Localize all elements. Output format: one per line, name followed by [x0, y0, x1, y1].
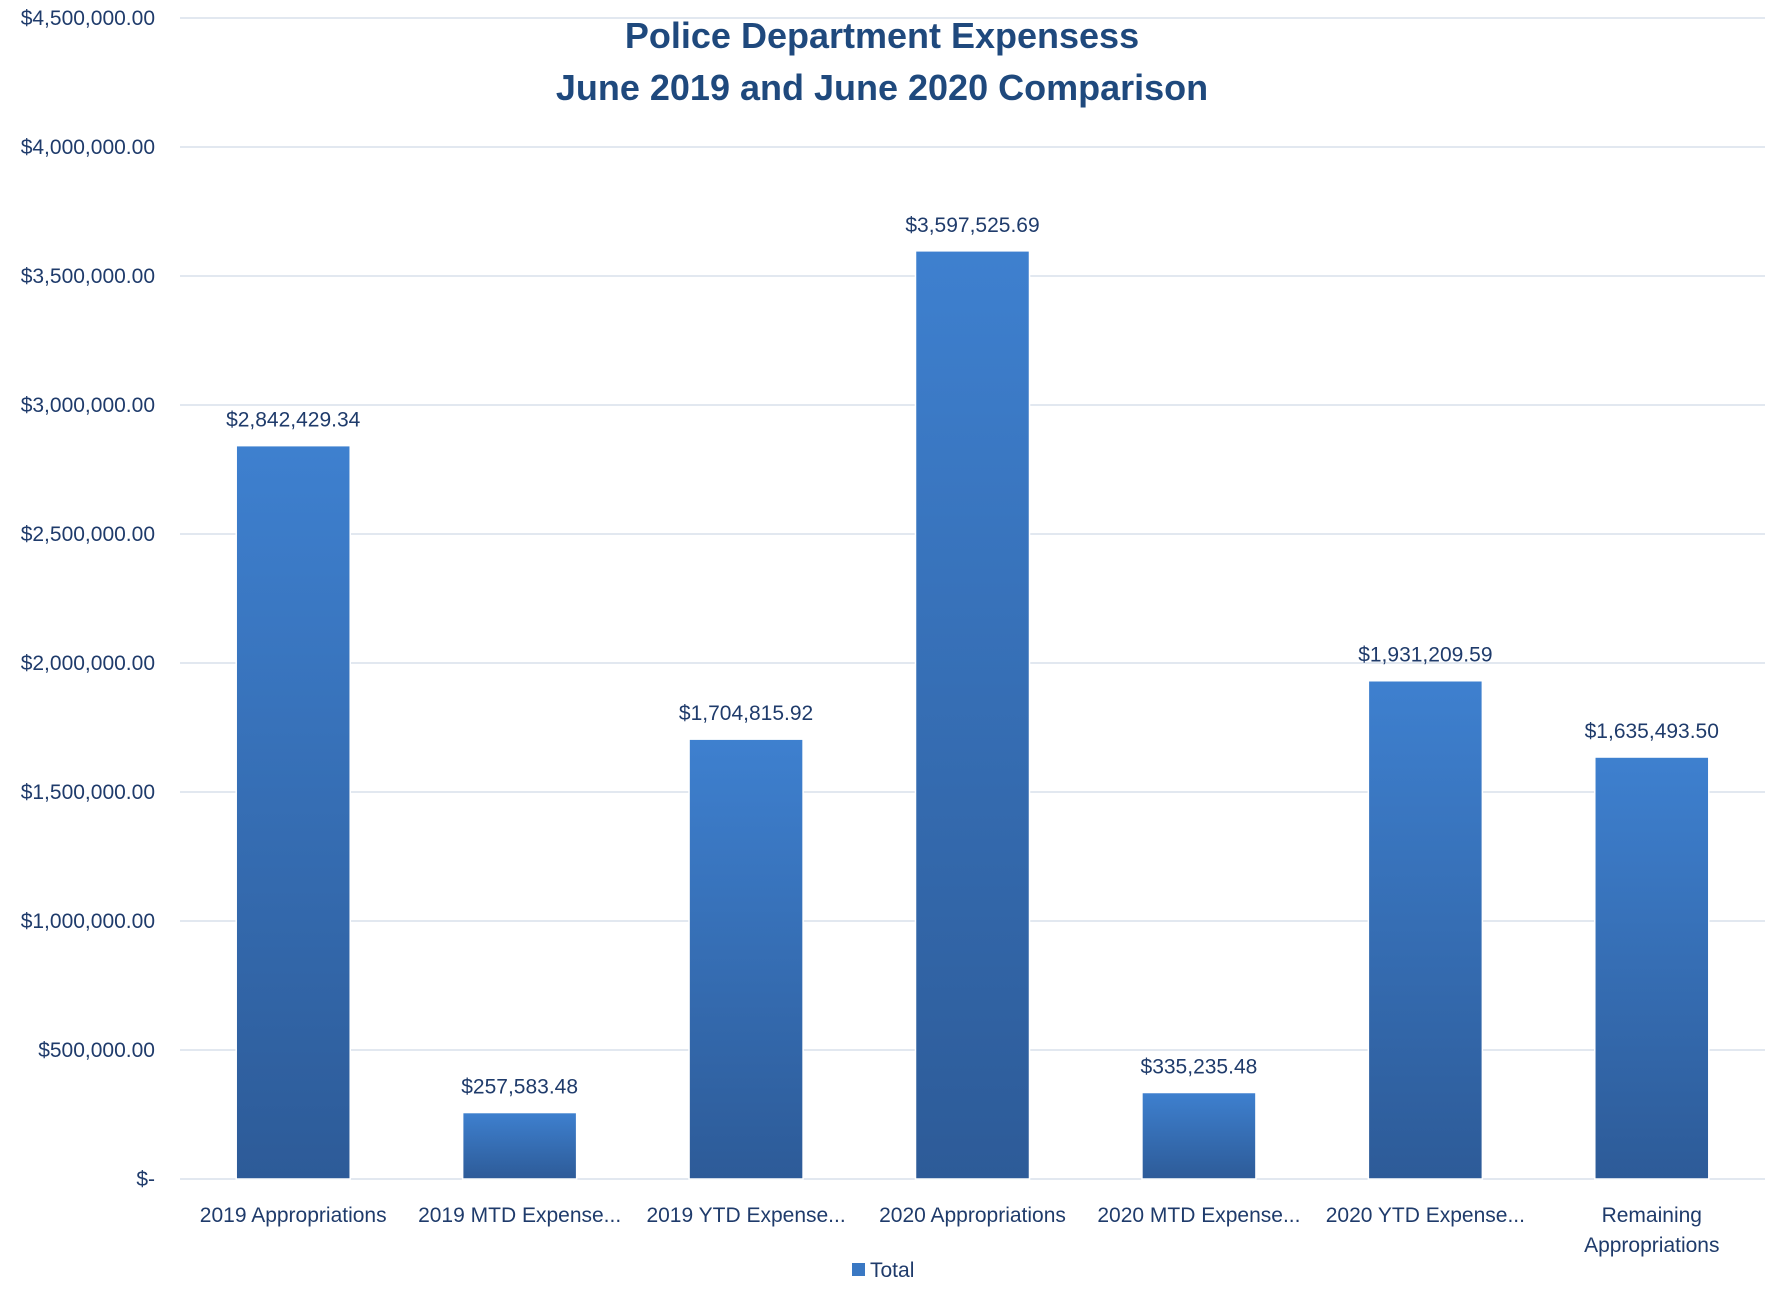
x-category-label: 2020 YTD Expense... [1326, 1204, 1525, 1227]
y-tick-label: $2,000,000.00 [21, 652, 155, 675]
bar [1594, 756, 1710, 1180]
legend-label: Total [870, 1259, 914, 1282]
x-category-label: 2020 MTD Expense... [1097, 1204, 1300, 1227]
y-tick-label: $1,000,000.00 [21, 910, 155, 933]
data-label: $1,704,815.92 [679, 702, 813, 725]
y-tick-label: $500,000.00 [38, 1039, 155, 1062]
x-category-label: 2019 MTD Expense... [418, 1204, 621, 1227]
legend-swatch [852, 1263, 865, 1276]
chart-title: Police Department Expensess [625, 15, 1139, 56]
y-tick-label: $2,500,000.00 [21, 523, 155, 546]
data-label: $335,235.48 [1141, 1056, 1258, 1079]
bar [235, 444, 351, 1180]
chart-subtitle: June 2019 and June 2020 Comparison [556, 67, 1208, 108]
y-tick-label: $- [136, 1168, 155, 1191]
data-label: $1,635,493.50 [1585, 720, 1719, 743]
bar [1141, 1091, 1257, 1180]
bars [235, 250, 1710, 1180]
y-tick-label: $3,000,000.00 [21, 394, 155, 417]
x-category-label: 2019 Appropriations [200, 1204, 387, 1227]
data-label: $2,842,429.34 [226, 409, 361, 432]
bar [461, 1111, 578, 1180]
y-tick-label: $1,500,000.00 [21, 781, 155, 804]
data-labels: $2,842,429.34 $257,583.48 $1,704,815.92 $3,… [226, 214, 1719, 1099]
bar [1367, 679, 1484, 1180]
y-tick-label: $4,000,000.00 [21, 136, 155, 159]
data-label: $3,597,525.69 [905, 214, 1039, 237]
x-category-label: 2019 YTD Expense... [646, 1204, 845, 1227]
bar [688, 738, 804, 1180]
x-axis-category-labels: 2019 Appropriations 2019 MTD Expense... 20… [200, 1204, 1720, 1257]
y-tick-label: $3,500,000.00 [21, 265, 155, 288]
y-axis-tick-labels: $- $500,000.00 $1,000,000.00 $1,500,000.00 $… [21, 7, 155, 1191]
y-tick-label: $4,500,000.00 [21, 7, 155, 30]
data-label: $257,583.48 [461, 1076, 578, 1099]
x-category-label: Remaining Appropriations [1584, 1204, 1719, 1257]
legend: Total [852, 1259, 914, 1282]
data-label: $1,931,209.59 [1358, 644, 1492, 667]
bar [914, 250, 1031, 1180]
x-category-label: 2020 Appropriations [879, 1204, 1066, 1227]
